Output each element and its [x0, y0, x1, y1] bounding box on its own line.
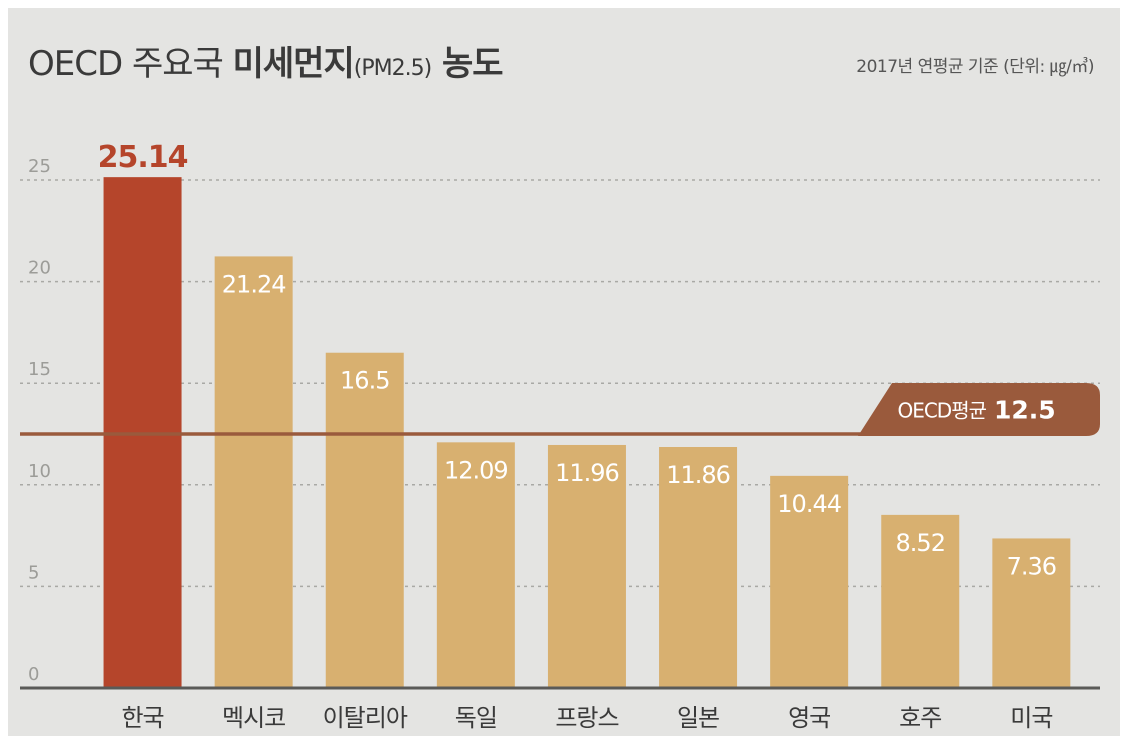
- x-category-label: 멕시코: [222, 704, 285, 732]
- y-tick-label: 0: [28, 664, 39, 685]
- bar-value-label: 25.14: [98, 140, 188, 175]
- bar-value-label: 11.86: [666, 461, 730, 489]
- bar: [436, 442, 515, 688]
- y-tick-label: 15: [28, 359, 51, 380]
- y-tick-label: 10: [28, 461, 51, 482]
- bar-value-label: 12.09: [444, 456, 508, 484]
- y-tick-label: 20: [28, 258, 51, 279]
- title-part-2: 미세먼지: [232, 44, 355, 84]
- bar: [325, 352, 404, 688]
- bar: [770, 475, 849, 688]
- x-category-label: 한국: [121, 704, 163, 732]
- bar: [547, 444, 626, 688]
- bar: [881, 514, 960, 688]
- average-tag: [858, 383, 1100, 436]
- x-category-label: 호주: [899, 704, 941, 732]
- chart-subtitle: 2017년 연평균 기준 (단위: ㎍/㎥): [856, 57, 1094, 77]
- title-part-1: OECD 주요국: [28, 44, 233, 84]
- bar-value-label: 11.96: [555, 459, 619, 487]
- bar-value-label: 21.24: [222, 270, 286, 298]
- chart-title: OECD 주요국 미세먼지(PM2.5) 농도: [28, 36, 504, 85]
- title-part-4: 농도: [431, 44, 504, 84]
- bar: [214, 256, 293, 688]
- average-value: 12.5: [994, 396, 1056, 425]
- x-category-label: 프랑스: [555, 704, 618, 732]
- bar-value-label: 10.44: [777, 490, 841, 518]
- bar: [659, 447, 738, 688]
- x-category-label: 미국: [1010, 704, 1052, 732]
- average-label: OECD평균: [897, 399, 986, 423]
- bar: [992, 538, 1071, 688]
- title-part-3: (PM2.5): [353, 56, 432, 81]
- y-tick-label: 5: [28, 562, 39, 583]
- x-category-label: 일본: [677, 704, 719, 732]
- bar-value-label: 7.36: [1007, 552, 1056, 580]
- bar-value-label: 8.52: [896, 529, 945, 557]
- x-category-label: 이탈리아: [323, 704, 408, 732]
- y-tick-label: 25: [28, 156, 51, 177]
- x-category-label: 영국: [788, 704, 830, 732]
- x-category-label: 독일: [455, 704, 497, 732]
- bar-value-label: 16.5: [340, 367, 389, 395]
